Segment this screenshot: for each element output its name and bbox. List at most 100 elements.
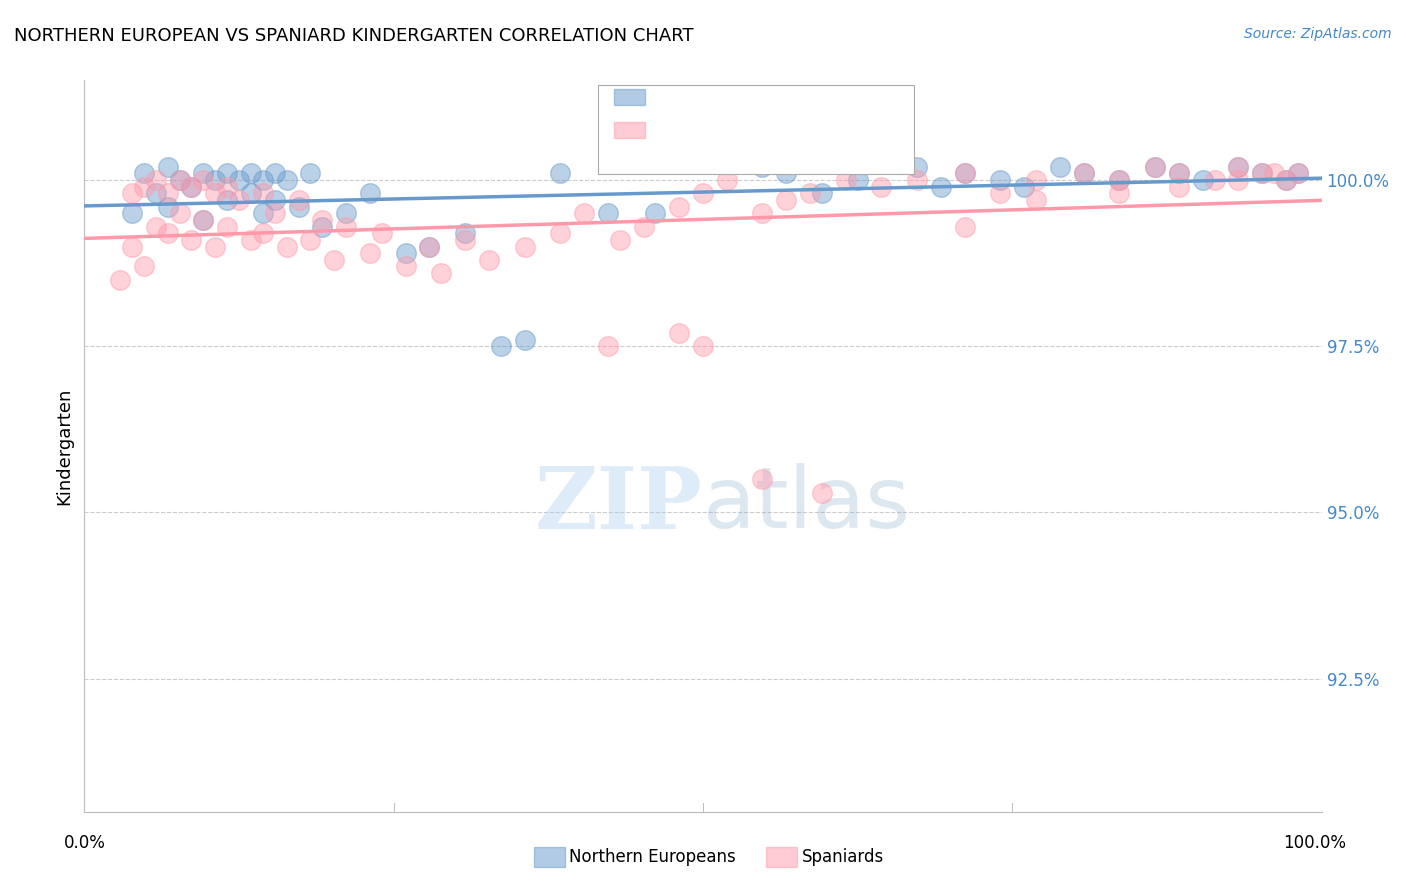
Point: [513, 239, 536, 253]
Point: [1251, 166, 1274, 180]
Point: [299, 166, 322, 180]
Point: [263, 166, 285, 180]
Point: [775, 166, 797, 180]
Point: [811, 186, 834, 201]
Point: [287, 200, 309, 214]
Point: [180, 179, 202, 194]
Point: [156, 200, 179, 214]
Text: Source: ZipAtlas.com: Source: ZipAtlas.com: [1244, 27, 1392, 41]
Point: [228, 173, 250, 187]
Point: [252, 226, 274, 240]
Point: [204, 239, 226, 253]
Point: [239, 186, 262, 201]
Point: [953, 166, 976, 180]
Point: [846, 173, 869, 187]
Text: 100.0%: 100.0%: [1284, 834, 1346, 852]
Point: [1049, 160, 1071, 174]
Point: [217, 179, 239, 194]
Text: ZIP: ZIP: [536, 463, 703, 547]
Point: [132, 166, 155, 180]
Point: [418, 239, 440, 253]
Point: [228, 193, 250, 207]
Point: [1073, 166, 1095, 180]
Point: [193, 166, 215, 180]
Point: [454, 226, 477, 240]
Point: [1012, 179, 1035, 194]
Point: [323, 252, 346, 267]
Point: [1167, 179, 1189, 194]
Point: [454, 233, 477, 247]
Point: [180, 233, 202, 247]
Point: [145, 173, 167, 187]
Text: Spaniards: Spaniards: [801, 848, 883, 866]
Point: [1167, 166, 1189, 180]
Point: [668, 326, 690, 340]
Point: [239, 166, 262, 180]
Point: [548, 226, 571, 240]
Point: [169, 173, 191, 187]
Point: [276, 239, 298, 253]
Point: [217, 219, 239, 234]
Point: [835, 173, 858, 187]
Point: [121, 186, 143, 201]
Point: [359, 246, 381, 260]
Point: [169, 173, 191, 187]
Point: [1144, 160, 1167, 174]
Point: [359, 186, 381, 201]
Point: [1073, 166, 1095, 180]
Point: [145, 219, 167, 234]
Point: [1204, 173, 1226, 187]
Point: [204, 173, 226, 187]
Point: [1286, 166, 1309, 180]
Text: R = 0.582   N = 75: R = 0.582 N = 75: [651, 121, 808, 139]
Point: [751, 206, 773, 220]
Point: [1227, 160, 1250, 174]
Point: [596, 339, 619, 353]
Point: [990, 173, 1012, 187]
Point: [1263, 166, 1285, 180]
Point: [633, 219, 655, 234]
Point: [668, 200, 690, 214]
Point: [311, 213, 333, 227]
Text: NORTHERN EUROPEAN VS SPANIARD KINDERGARTEN CORRELATION CHART: NORTHERN EUROPEAN VS SPANIARD KINDERGART…: [14, 27, 693, 45]
Point: [990, 186, 1012, 201]
Point: [692, 339, 714, 353]
Point: [905, 160, 928, 174]
Point: [953, 219, 976, 234]
Point: [193, 213, 215, 227]
Text: Northern Europeans: Northern Europeans: [569, 848, 737, 866]
Point: [478, 252, 501, 267]
Point: [811, 485, 834, 500]
Point: [1251, 166, 1274, 180]
Point: [193, 213, 215, 227]
Point: [276, 173, 298, 187]
Point: [204, 186, 226, 201]
Point: [716, 173, 738, 187]
Point: [193, 173, 215, 187]
Point: [1167, 166, 1189, 180]
Point: [596, 206, 619, 220]
Point: [1227, 173, 1250, 187]
Point: [371, 226, 394, 240]
Point: [287, 193, 309, 207]
Point: [775, 193, 797, 207]
Text: R = 0.344   N = 52: R = 0.344 N = 52: [651, 88, 808, 106]
Point: [799, 186, 821, 201]
Point: [1144, 160, 1167, 174]
Point: [1025, 173, 1047, 187]
Y-axis label: Kindergarten: Kindergarten: [55, 387, 73, 505]
Point: [156, 226, 179, 240]
Point: [263, 206, 285, 220]
Point: [335, 206, 357, 220]
Point: [1108, 173, 1130, 187]
Point: [929, 179, 952, 194]
Point: [108, 273, 131, 287]
Point: [311, 219, 333, 234]
Point: [1025, 193, 1047, 207]
Point: [1286, 166, 1309, 180]
Point: [169, 206, 191, 220]
Point: [132, 179, 155, 194]
Point: [572, 206, 595, 220]
Point: [263, 193, 285, 207]
Point: [1108, 186, 1130, 201]
